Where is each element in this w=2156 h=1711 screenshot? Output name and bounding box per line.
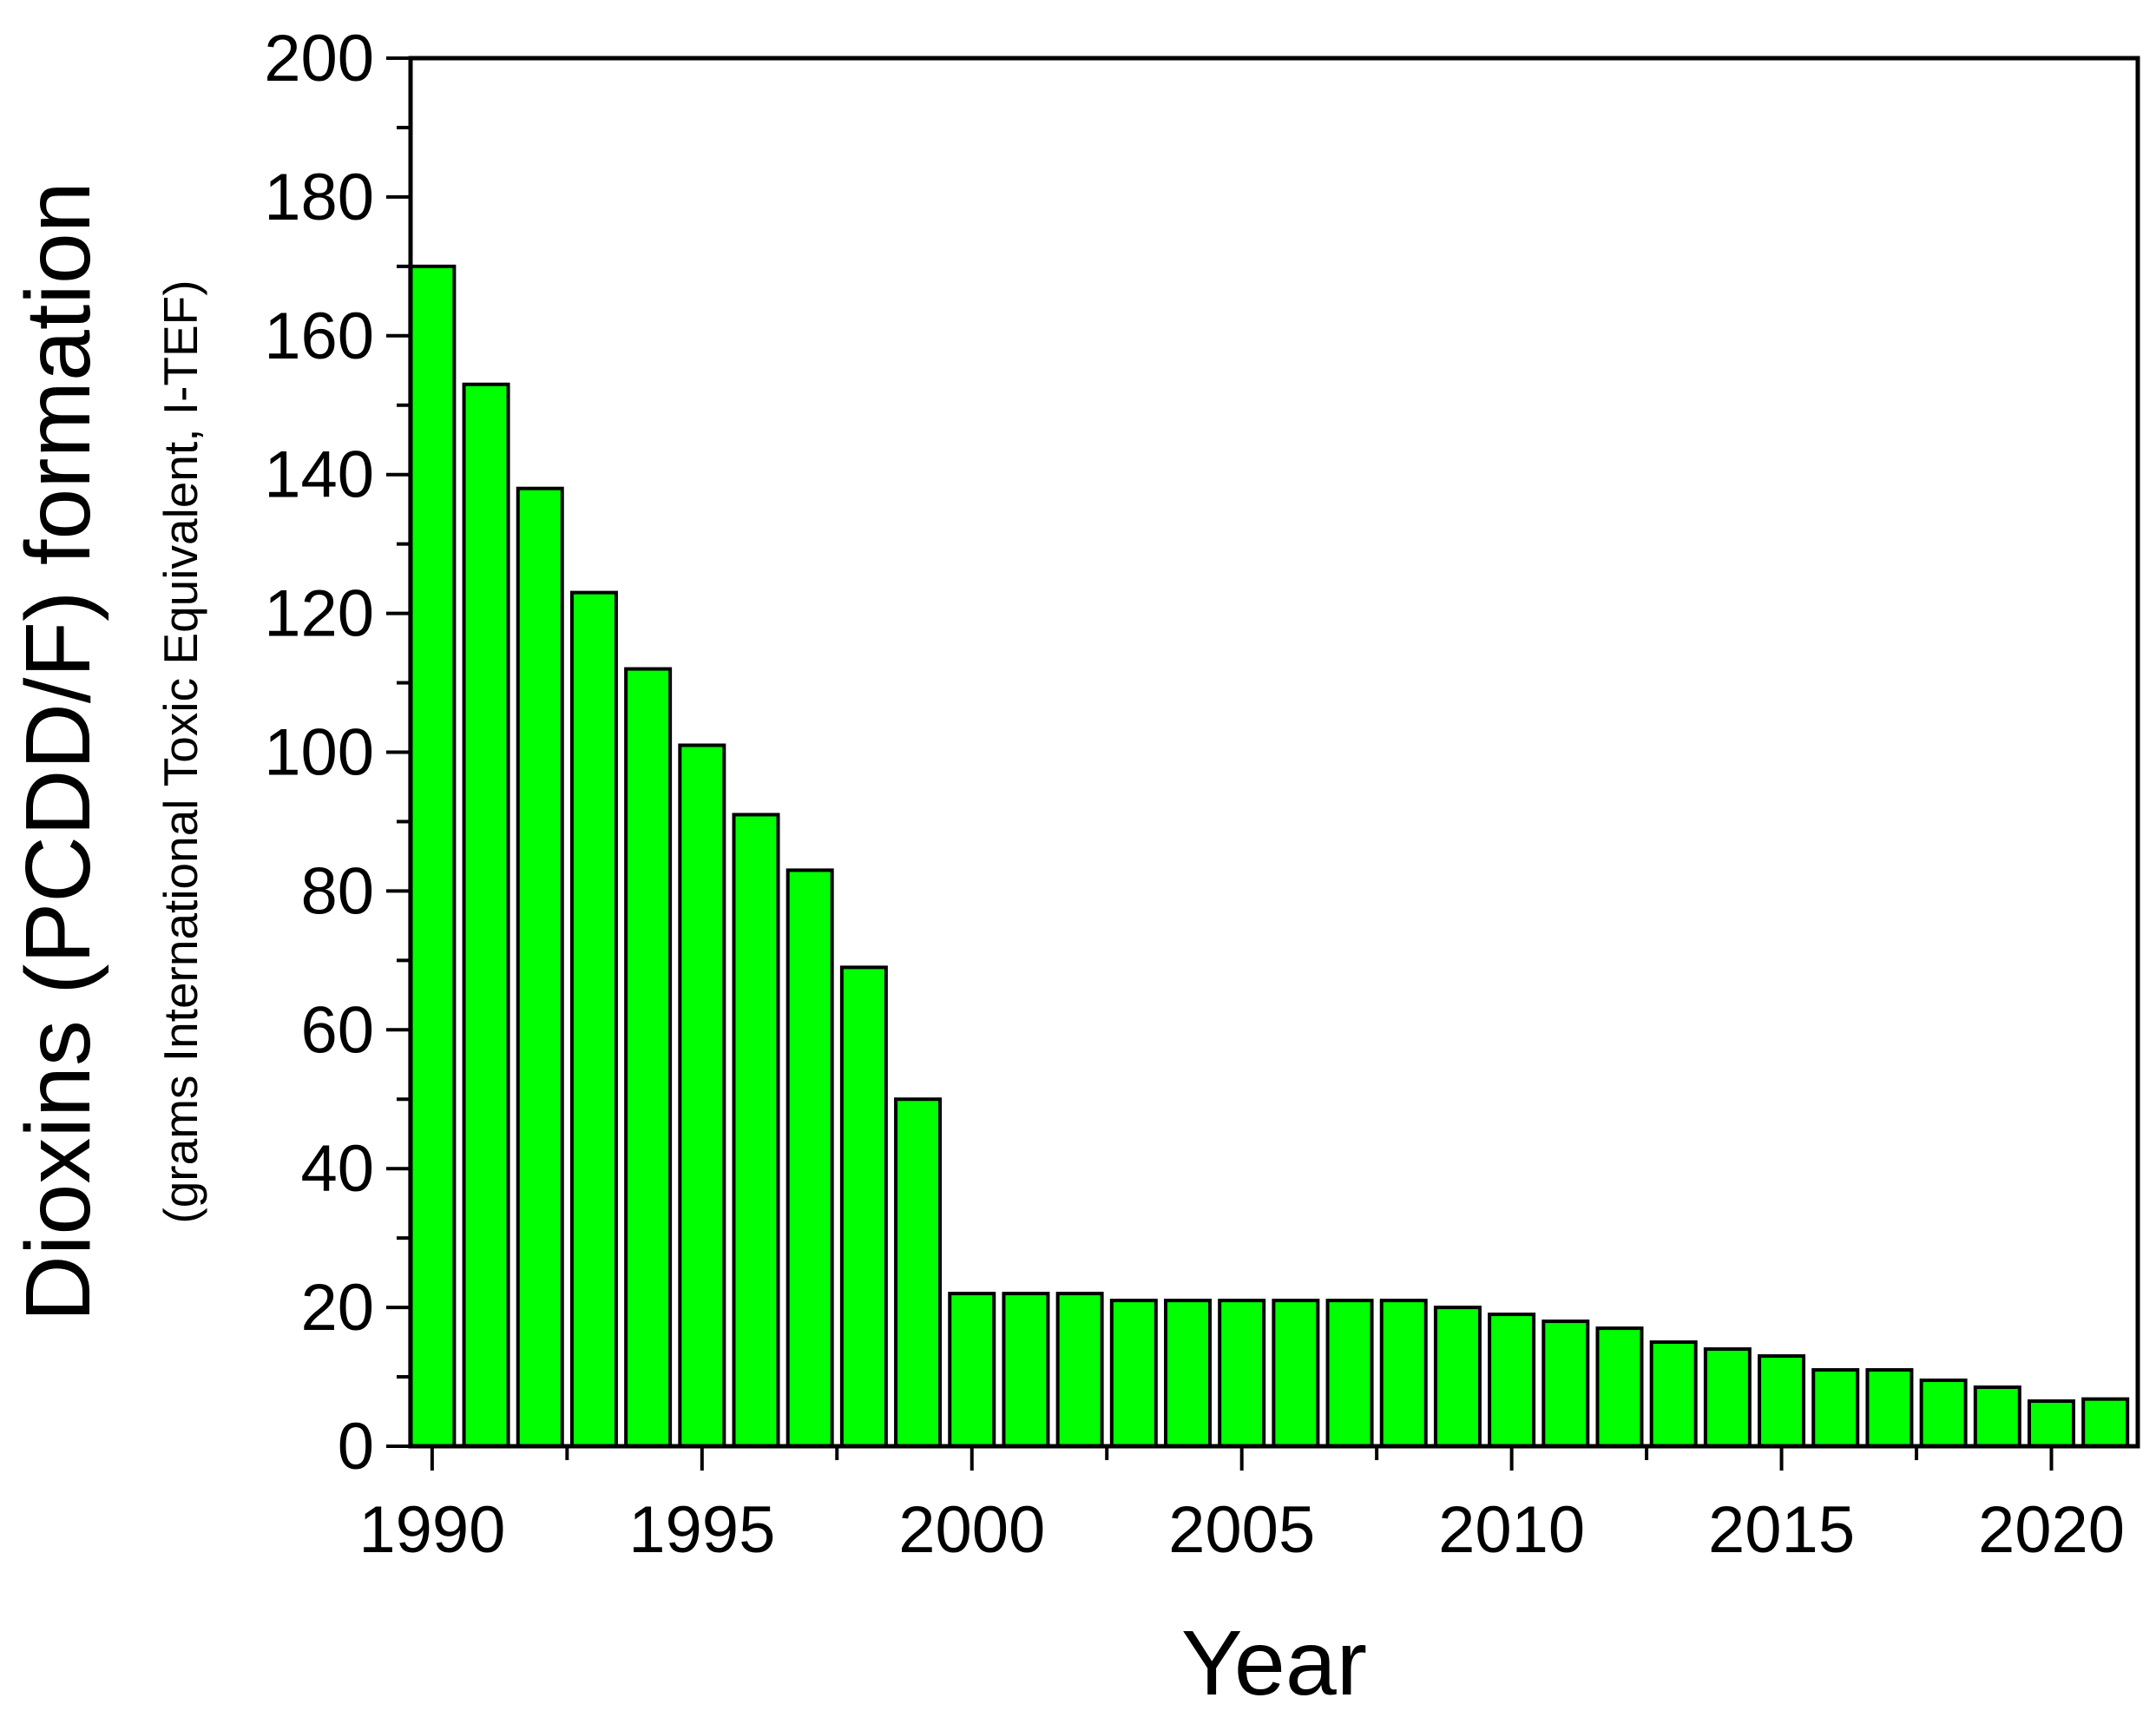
bar-2005: [1218, 1299, 1266, 1448]
x-tick-label: 1995: [628, 1493, 775, 1567]
bar-1997: [785, 868, 834, 1448]
bar-2002: [1055, 1292, 1104, 1448]
bar-1993: [569, 590, 618, 1448]
bar-2010: [1488, 1313, 1536, 1448]
bar-1998: [839, 965, 888, 1448]
y-tick-label: 60: [300, 993, 374, 1067]
y-tick-label: 140: [264, 438, 374, 512]
x-tick-label: 2005: [1168, 1493, 1315, 1567]
bar-2021: [2081, 1397, 2130, 1449]
bar-2009: [1433, 1306, 1482, 1448]
bar-2012: [1595, 1326, 1644, 1448]
bars-group: [408, 264, 2130, 1449]
bar-1999: [894, 1097, 943, 1448]
bar-1992: [516, 486, 564, 1449]
bar-2014: [1703, 1347, 1752, 1448]
x-tick-label: 2000: [898, 1493, 1045, 1567]
bar-2004: [1164, 1299, 1212, 1448]
y-tick-label: 40: [300, 1132, 374, 1206]
bar-1995: [678, 743, 726, 1448]
x-axis-ticks: 1990 1995 2000 2005 2010 2015 2020: [358, 1446, 2125, 1567]
x-tick-label: 2020: [1978, 1493, 2125, 1567]
bar-2019: [1973, 1385, 2021, 1448]
bar-1994: [624, 667, 673, 1448]
bar-2007: [1325, 1299, 1374, 1448]
bar-2013: [1649, 1340, 1698, 1448]
bar-1990: [408, 264, 457, 1449]
bar-1991: [462, 382, 510, 1448]
y-tick-label: 80: [300, 854, 374, 928]
y-axis-sublabel: (grams International Toxic Equivalent, I…: [154, 280, 207, 1223]
bar-2003: [1109, 1299, 1158, 1448]
x-axis-label: Year: [1181, 1612, 1367, 1711]
bar-1996: [732, 813, 780, 1448]
plot-frame: [408, 56, 2140, 1449]
bar-2020: [2028, 1399, 2075, 1448]
y-axis-label: Dioxins (PCDD/F) formation: [7, 181, 109, 1321]
y-tick-label: 160: [264, 299, 374, 373]
x-tick-label: 1990: [358, 1493, 505, 1567]
y-tick-label: 180: [264, 161, 374, 234]
y-axis-ticks: 0 20 40 60 80 100 120 140 160 180 200: [264, 22, 411, 1484]
bar-2011: [1541, 1319, 1590, 1448]
x-tick-label: 2010: [1438, 1493, 1585, 1567]
bar-2015: [1758, 1354, 1806, 1448]
y-tick-label: 200: [264, 22, 374, 95]
y-tick-label: 20: [300, 1271, 374, 1345]
bar-2018: [1919, 1379, 1968, 1448]
y-tick-label: 0: [338, 1410, 374, 1484]
y-tick-label: 100: [264, 716, 374, 790]
bar-2001: [1002, 1292, 1050, 1448]
y-tick-label: 120: [264, 577, 374, 651]
bar-2016: [1811, 1368, 1860, 1449]
bar-2006: [1272, 1299, 1320, 1448]
bar-2000: [948, 1292, 996, 1448]
bar-2017: [1865, 1368, 1914, 1449]
x-tick-label: 2015: [1708, 1493, 1855, 1567]
bar-2008: [1379, 1299, 1428, 1448]
